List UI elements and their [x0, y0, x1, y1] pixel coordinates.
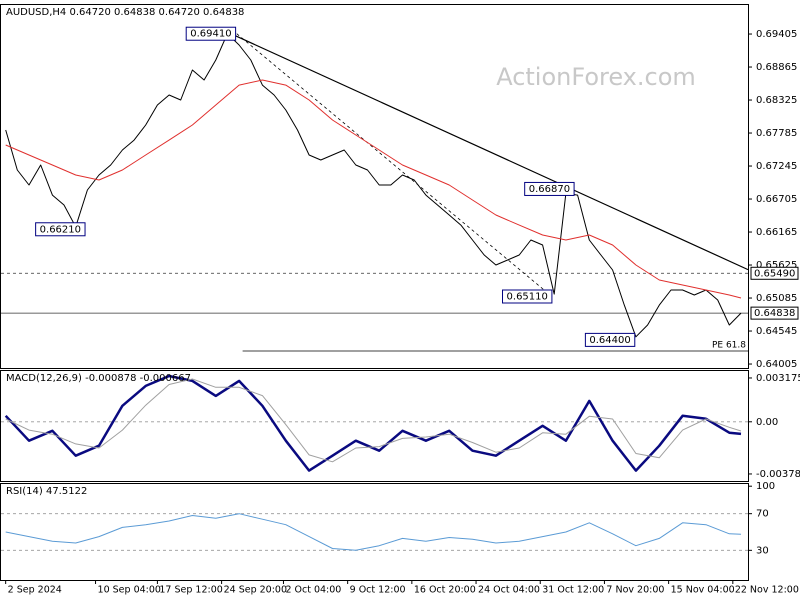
y-tick-label: 0.00: [756, 417, 778, 428]
x-tick-label: 24 Oct 04:00: [478, 585, 540, 596]
projection-label: PE 61.8: [712, 341, 746, 351]
price-label: 0.69410: [190, 29, 231, 40]
level-label: 0.65490: [754, 268, 795, 279]
price-label-box: [35, 222, 86, 237]
trendline: [236, 33, 553, 297]
panel-title: AUDUSD,H4 0.64720 0.64838 0.64720 0.6483…: [6, 7, 244, 18]
y-tick-label: 0.64545: [756, 326, 797, 337]
y-tick-label: 0.69405: [756, 29, 797, 40]
series-line: [5, 513, 742, 551]
panel-title: MACD(12,26,9) -0.000878 -0.000667: [6, 373, 191, 384]
series-line: [5, 33, 742, 338]
y-tick-label: 30: [756, 545, 769, 556]
price-frame: [0, 4, 749, 369]
level-label: 0.64838: [754, 308, 795, 319]
price-label: 0.66210: [40, 224, 81, 235]
y-tick-label: 0.64005: [756, 359, 797, 370]
x-tick-label: 22 Nov 12:00: [735, 585, 799, 596]
macd-frame: [0, 370, 749, 482]
price-label: 0.64400: [589, 335, 630, 346]
y-tick-label: 0.003175: [756, 373, 800, 384]
y-tick-label: 0.65085: [756, 293, 797, 304]
y-tick-label: 0.67785: [756, 128, 797, 139]
x-tick-label: 15 Nov 04:00: [671, 585, 735, 596]
price-label: 0.66870: [529, 184, 570, 195]
y-tick-label: 0.67245: [756, 161, 797, 172]
series-line: [4, 374, 742, 472]
x-tick-label: 17 Sep 12:00: [159, 585, 222, 596]
price-label-box: [502, 289, 553, 304]
series-line: [5, 378, 742, 463]
x-tick-label: 10 Sep 04:00: [98, 585, 161, 596]
x-tick-label: 7 Nov 20:00: [606, 585, 664, 596]
series-line: [5, 79, 742, 299]
x-tick-label: 9 Oct 12:00: [350, 585, 406, 596]
rsi-frame: [0, 483, 749, 581]
price-label-box: [185, 26, 237, 41]
trendline: [230, 33, 749, 271]
y-tick-label: 0.66165: [756, 227, 797, 238]
y-tick-label: -0.00378: [756, 469, 800, 480]
x-tick-label: 24 Sep 20:00: [224, 585, 287, 596]
x-tick-label: 2 Oct 04:00: [285, 585, 341, 596]
level-label-box: [750, 266, 799, 280]
price-label: 0.65110: [507, 292, 548, 303]
x-tick-label: 31 Oct 12:00: [542, 585, 604, 596]
panel-title: RSI(14) 47.5122: [6, 486, 87, 497]
level-label-box: [750, 306, 799, 320]
y-tick-label: 0.68325: [756, 95, 797, 106]
x-tick-label: 2 Sep 2024: [8, 585, 62, 596]
x-tick-label: 16 Oct 20:00: [414, 585, 476, 596]
y-tick-label: 100: [756, 481, 775, 492]
y-tick-label: 70: [756, 509, 769, 520]
price-label-box: [584, 332, 636, 347]
y-tick-label: 0.65625: [756, 260, 797, 271]
y-tick-label: 0.68865: [756, 62, 797, 73]
y-tick-label: 0.66705: [756, 194, 797, 205]
watermark: ActionForex.com: [496, 63, 696, 91]
price-label-box: [524, 181, 575, 196]
